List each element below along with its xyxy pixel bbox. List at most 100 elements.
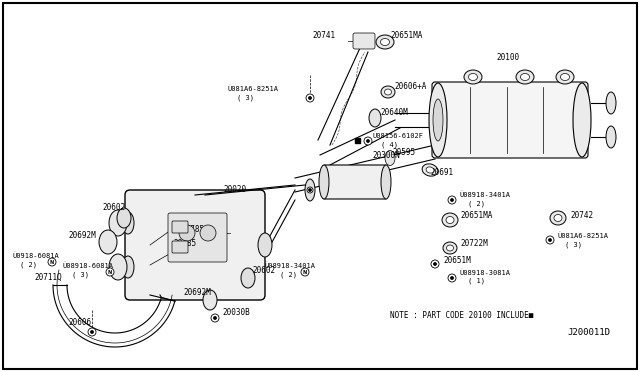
Text: 20595: 20595	[392, 148, 415, 157]
Text: 20606+A: 20606+A	[394, 82, 426, 91]
Text: 20651M: 20651M	[443, 256, 471, 265]
Text: Ù08918-3401A: Ù08918-3401A	[265, 263, 316, 269]
Text: 20741: 20741	[313, 31, 336, 40]
Circle shape	[448, 274, 456, 282]
Text: 20100: 20100	[496, 53, 519, 62]
Ellipse shape	[554, 215, 562, 221]
Circle shape	[431, 260, 439, 268]
Ellipse shape	[447, 245, 454, 251]
Text: Ù08156-6102F: Ù08156-6102F	[373, 132, 424, 139]
Text: 20640M: 20640M	[380, 108, 408, 117]
Text: 20691: 20691	[430, 168, 453, 177]
Text: 20651MA: 20651MA	[460, 211, 492, 220]
Text: 20020: 20020	[223, 185, 246, 194]
Text: 20785: 20785	[173, 239, 196, 248]
Text: ( 2): ( 2)	[280, 271, 297, 278]
Circle shape	[200, 225, 216, 241]
Text: Ù081A6-8251A: Ù081A6-8251A	[228, 86, 279, 92]
Text: Ù08918-3401A: Ù08918-3401A	[460, 192, 511, 198]
Text: 20606: 20606	[68, 318, 91, 327]
Text: ( 2): ( 2)	[20, 261, 37, 267]
Text: ( 3): ( 3)	[237, 94, 254, 100]
Text: 20692M: 20692M	[183, 288, 211, 297]
Circle shape	[367, 140, 369, 142]
FancyBboxPatch shape	[353, 33, 375, 49]
Ellipse shape	[464, 70, 482, 84]
Ellipse shape	[385, 151, 395, 166]
Ellipse shape	[442, 213, 458, 227]
Ellipse shape	[550, 211, 566, 225]
Ellipse shape	[381, 165, 391, 199]
Text: 20711Q: 20711Q	[34, 273, 61, 282]
Circle shape	[301, 268, 309, 276]
Circle shape	[48, 258, 56, 266]
Text: NOTE : PART CODE 20100 INCLUDE■: NOTE : PART CODE 20100 INCLUDE■	[390, 311, 533, 320]
Circle shape	[448, 196, 456, 204]
Ellipse shape	[385, 89, 392, 95]
Circle shape	[91, 331, 93, 333]
Ellipse shape	[433, 99, 443, 141]
FancyBboxPatch shape	[172, 241, 188, 253]
Text: N: N	[50, 260, 54, 264]
Ellipse shape	[99, 230, 117, 254]
Text: N: N	[303, 269, 307, 275]
Ellipse shape	[426, 167, 434, 173]
Circle shape	[211, 314, 219, 322]
Ellipse shape	[117, 208, 131, 228]
Text: 20692M: 20692M	[68, 231, 96, 240]
Text: 20602: 20602	[102, 203, 125, 212]
Ellipse shape	[443, 242, 457, 254]
FancyBboxPatch shape	[323, 165, 387, 199]
Text: 20602: 20602	[252, 266, 275, 275]
Text: 20651MA: 20651MA	[390, 31, 422, 40]
Ellipse shape	[369, 109, 381, 127]
Text: J200011D: J200011D	[567, 328, 610, 337]
Text: ( 3): ( 3)	[565, 241, 582, 247]
Ellipse shape	[258, 233, 272, 257]
Circle shape	[106, 268, 114, 276]
Ellipse shape	[109, 254, 127, 280]
Circle shape	[88, 328, 96, 336]
Ellipse shape	[561, 74, 570, 80]
Ellipse shape	[606, 92, 616, 114]
Ellipse shape	[241, 268, 255, 288]
Circle shape	[548, 239, 551, 241]
Text: 20742: 20742	[570, 211, 593, 220]
Circle shape	[307, 187, 313, 193]
Circle shape	[546, 236, 554, 244]
Circle shape	[306, 94, 314, 102]
Circle shape	[364, 137, 372, 145]
Text: N: N	[108, 269, 112, 275]
Ellipse shape	[520, 74, 529, 80]
Text: ( 3): ( 3)	[72, 271, 89, 278]
Ellipse shape	[203, 290, 217, 310]
Ellipse shape	[319, 165, 329, 199]
Text: 20300N: 20300N	[372, 151, 400, 160]
Circle shape	[308, 189, 311, 191]
Ellipse shape	[422, 164, 438, 176]
Ellipse shape	[516, 70, 534, 84]
Ellipse shape	[122, 256, 134, 278]
Ellipse shape	[573, 83, 591, 157]
Circle shape	[214, 317, 216, 319]
Text: Ù08918-3081A: Ù08918-3081A	[460, 269, 511, 276]
Text: 20030B: 20030B	[222, 308, 250, 317]
Ellipse shape	[122, 212, 134, 234]
Text: 20722M: 20722M	[460, 239, 488, 248]
Text: Ù081A6-8251A: Ù081A6-8251A	[558, 232, 609, 239]
Ellipse shape	[606, 126, 616, 148]
Text: ( 4): ( 4)	[381, 141, 398, 148]
FancyBboxPatch shape	[432, 82, 588, 158]
Ellipse shape	[446, 217, 454, 224]
Circle shape	[179, 225, 195, 241]
Ellipse shape	[109, 210, 127, 236]
Ellipse shape	[381, 38, 390, 45]
Text: Ù0918-6081A: Ù0918-6081A	[12, 253, 59, 259]
Ellipse shape	[429, 83, 447, 157]
FancyBboxPatch shape	[125, 190, 265, 300]
Text: 20785: 20785	[181, 225, 204, 234]
Ellipse shape	[305, 179, 315, 201]
Ellipse shape	[376, 35, 394, 49]
Text: ( 2): ( 2)	[468, 200, 485, 206]
Ellipse shape	[381, 86, 395, 98]
